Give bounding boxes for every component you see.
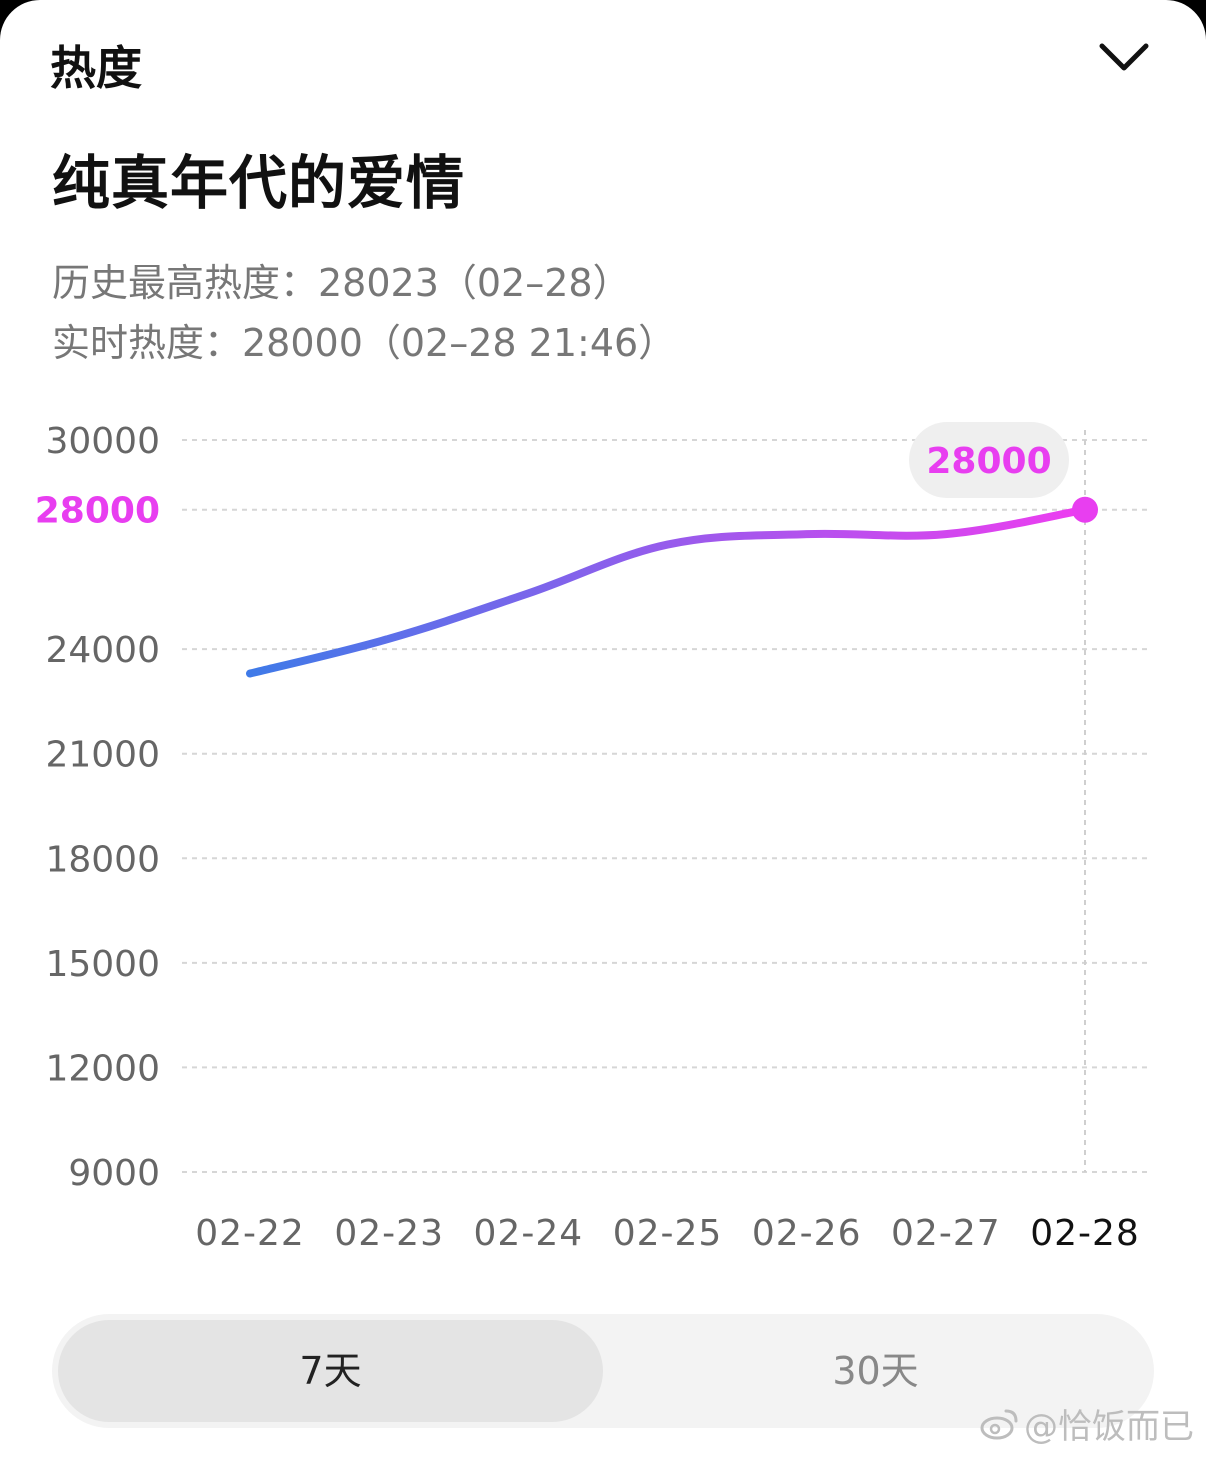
panel-header: 热度	[50, 28, 1156, 98]
watermark-text: @恰饭而已	[1024, 1407, 1194, 1447]
chevron-down-icon	[1099, 43, 1149, 71]
y-tick-label: 18000	[45, 839, 160, 880]
highlight-tooltip: 28000	[909, 422, 1069, 498]
range-tabs: 7天 30天	[52, 1314, 1154, 1428]
realtime-heat: 实时热度：28000（02–28 21:46）	[52, 321, 677, 365]
y-tick-label-highlight: 28000	[35, 491, 160, 532]
history-max-heat: 历史最高热度：28023（02–28）	[52, 261, 631, 305]
y-tick-label: 12000	[45, 1048, 160, 1089]
x-tick-label: 02-25	[613, 1213, 723, 1254]
series-line	[246, 505, 1089, 678]
weibo-icon	[980, 1409, 1018, 1439]
collapse-button[interactable]	[1098, 36, 1150, 82]
tooltip-value: 28000	[926, 441, 1051, 482]
panel-title: 热度	[50, 41, 142, 95]
x-tick-label: 02-27	[891, 1213, 1001, 1254]
tab-7-days[interactable]: 7天	[58, 1320, 603, 1422]
x-tick-label: 02-24	[474, 1213, 584, 1254]
tab-30-days[interactable]: 30天	[832, 1349, 919, 1393]
y-tick-label: 30000	[45, 421, 160, 462]
topic-title: 纯真年代的爱情	[52, 149, 466, 217]
x-tick-label: 02-26	[752, 1213, 862, 1254]
y-tick-label: 24000	[45, 630, 160, 671]
watermark: @恰饭而已	[980, 1399, 1194, 1448]
x-tick-label-selected: 02-28	[1030, 1213, 1140, 1254]
x-tick-label: 02-22	[195, 1213, 305, 1254]
x-tick-label: 02-23	[334, 1213, 444, 1254]
heat-line-chart: 900012000150001800021000240002800030000 …	[35, 421, 1150, 1254]
y-tick-label: 15000	[45, 944, 160, 985]
y-tick-label: 21000	[45, 735, 160, 776]
highlight-point[interactable]	[1072, 496, 1098, 523]
y-tick-label: 9000	[68, 1153, 160, 1194]
